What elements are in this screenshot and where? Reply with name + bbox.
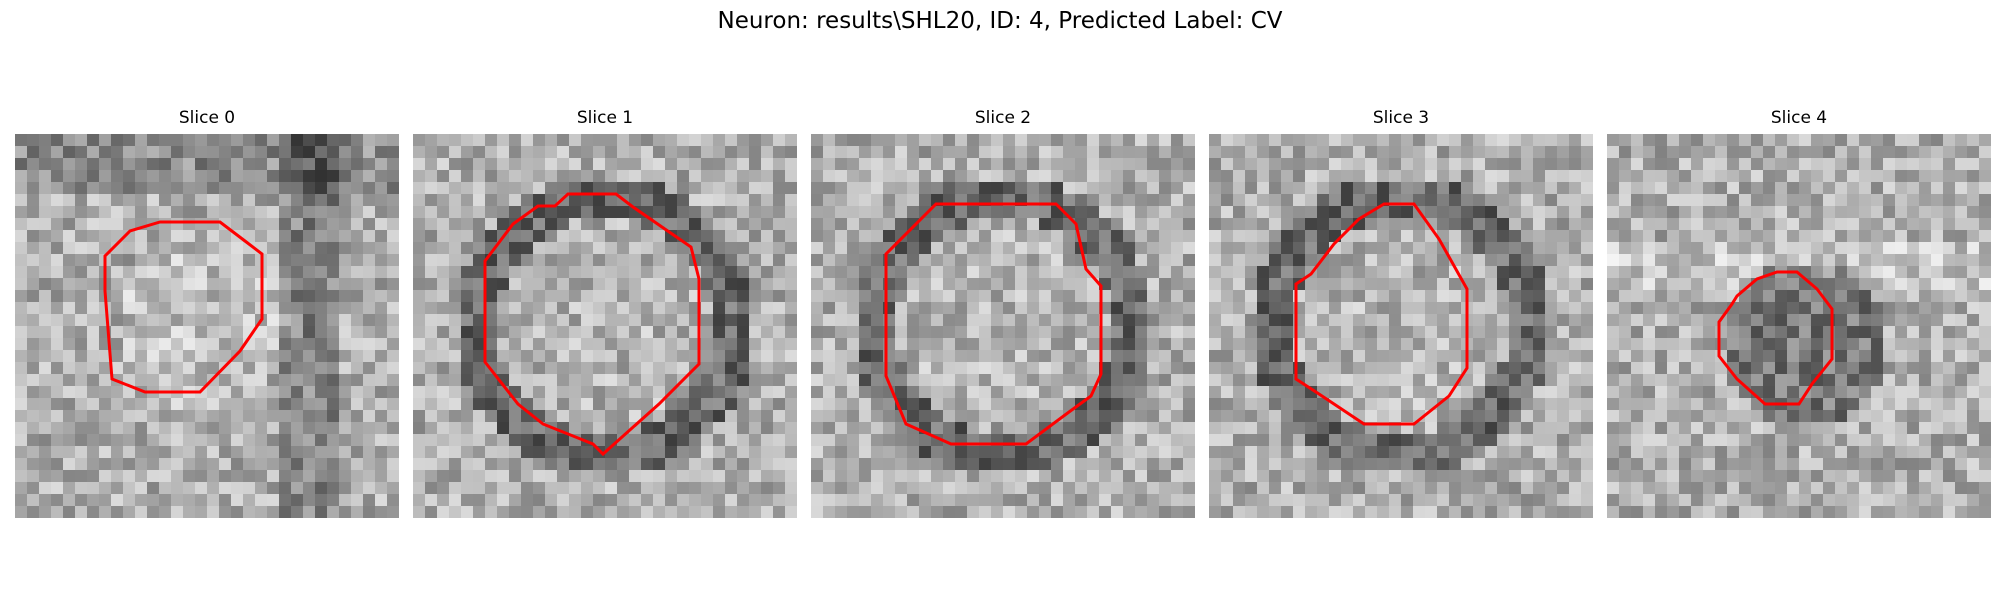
slice-panel-2: Slice 2 <box>811 108 1195 518</box>
slice-title: Slice 2 <box>974 108 1032 128</box>
slice-title: Slice 3 <box>1372 108 1430 128</box>
slice-image-0 <box>15 134 399 518</box>
slice-title: Slice 1 <box>576 108 634 128</box>
slice-image-3 <box>1209 134 1593 518</box>
figure-title: Neuron: results\SHL20, ID: 4, Predicted … <box>717 8 1283 34</box>
segmentation-outline <box>483 192 701 457</box>
slice-panel-4: Slice 4 <box>1607 108 1991 518</box>
slice-panel-3: Slice 3 <box>1209 108 1593 518</box>
slice-image-1 <box>413 134 797 518</box>
segmentation-outline <box>884 202 1103 446</box>
slice-image-2 <box>811 134 1195 518</box>
slice-image-4 <box>1607 134 1991 518</box>
slice-panel-0: Slice 0 <box>15 108 399 518</box>
slice-title: Slice 0 <box>178 108 236 128</box>
slice-panel-1: Slice 1 <box>413 108 797 518</box>
segmentation-outline <box>1717 270 1834 406</box>
segmentation-outline <box>103 220 264 394</box>
segmentation-outline <box>1294 202 1469 426</box>
slice-title: Slice 4 <box>1770 108 1828 128</box>
